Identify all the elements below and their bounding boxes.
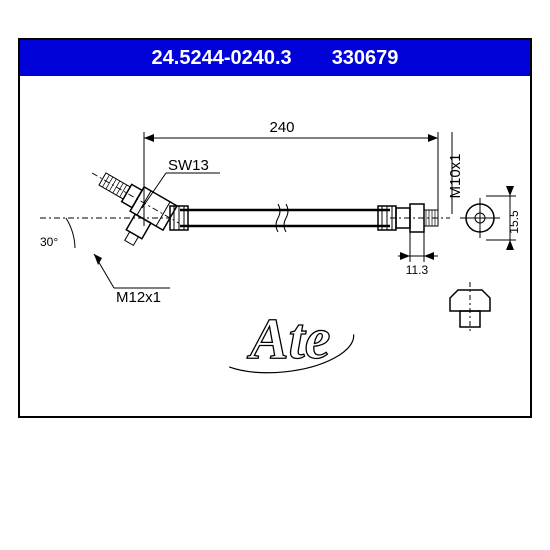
cap-view <box>450 282 490 334</box>
svg-text:Ate: Ate <box>247 306 331 371</box>
thread-left-label: M12x1 <box>116 289 161 306</box>
dim-a-label: 11.3 <box>406 263 429 277</box>
length-label: 240 <box>269 119 294 136</box>
header-bar: 24.5244-0240.3 330679 <box>20 40 530 76</box>
angle-label: 30° <box>40 235 58 249</box>
technical-drawing: 240 SW13 M10x1 15.5 <box>20 76 530 416</box>
diagram-frame: 24.5244-0240.3 330679 240 SW13 M10x1 15.… <box>18 38 532 418</box>
ate-logo: Ate <box>207 305 356 380</box>
secondary-code: 330679 <box>332 47 399 70</box>
left-fitting <box>71 161 186 259</box>
hose-body <box>170 204 396 232</box>
sw-label: SW13 <box>168 157 209 174</box>
angle-30: 30° <box>40 218 75 249</box>
dim-b-label: 15.5 <box>507 210 521 234</box>
right-fitting <box>390 204 450 232</box>
end-view-circle <box>460 198 500 238</box>
dimension-11-3: 11.3 <box>398 232 438 277</box>
thread-left: M12x1 <box>94 254 170 306</box>
part-number: 24.5244-0240.3 <box>152 47 292 70</box>
thread-right-label: M10x1 <box>447 153 464 198</box>
